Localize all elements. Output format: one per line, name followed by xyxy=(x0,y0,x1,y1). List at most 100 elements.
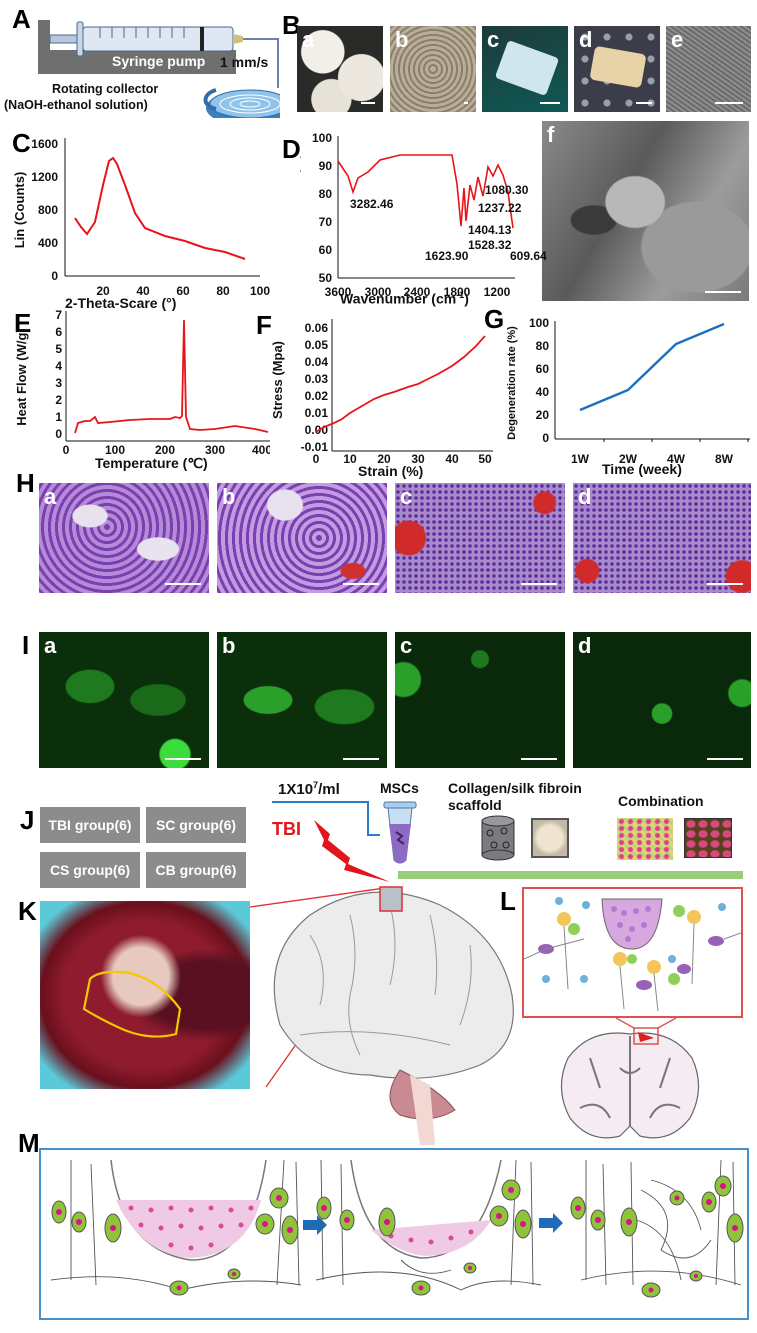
svg-text:800: 800 xyxy=(38,203,58,217)
scaffold-photo xyxy=(531,818,569,858)
svg-text:2W: 2W xyxy=(619,452,638,466)
chart-dsc: 7 6 5 4 3 2 1 0 Heat Flow (W/g) xyxy=(14,308,269,441)
svg-text:1080.30: 1080.30 xyxy=(485,183,529,197)
photo-scaffold-b: b xyxy=(390,26,476,112)
svg-text:60: 60 xyxy=(536,362,550,376)
panel-label-a: A xyxy=(12,4,31,34)
svg-text:30: 30 xyxy=(411,452,425,465)
svg-text:1623.90: 1623.90 xyxy=(425,249,469,263)
dsc-xlabel: Temperature (℃) xyxy=(95,455,208,471)
svg-text:100: 100 xyxy=(250,284,270,298)
regeneration-schematic xyxy=(39,1148,749,1320)
collector-label-2: (NaOH-ethanol solution) xyxy=(4,98,148,112)
svg-text:1237.22: 1237.22 xyxy=(478,201,522,215)
group-box-cb: CB group(6) xyxy=(146,852,246,888)
svg-text:300: 300 xyxy=(205,443,225,457)
brain-coronal-illustration xyxy=(560,1018,700,1139)
he-stain-d: d xyxy=(573,483,751,593)
svg-text:Lin (Counts): Lin (Counts) xyxy=(12,172,27,249)
chart-ftir: 100 90 80 70 60 50 3600 3000 2400 1800 1… xyxy=(300,131,547,299)
degradation-xlabel: Time (week) xyxy=(602,461,682,477)
sublabel-h-d: d xyxy=(578,484,592,509)
svg-text:Transmittance (%): Transmittance (%) xyxy=(300,154,301,266)
svg-text:1404.13: 1404.13 xyxy=(468,223,512,237)
sublabel-i-d: d xyxy=(578,633,592,658)
svg-text:6: 6 xyxy=(55,325,62,339)
group-box-tbi: TBI group(6) xyxy=(40,807,140,843)
scaffold-cylinder-icon xyxy=(481,815,515,861)
fluorescence-a: a xyxy=(39,632,209,768)
sublabel-h-b: b xyxy=(222,484,236,509)
svg-text:0.03: 0.03 xyxy=(305,372,329,386)
he-stain-c: c xyxy=(395,483,565,593)
svg-text:80: 80 xyxy=(216,284,230,298)
svg-text:1600: 1600 xyxy=(31,137,58,151)
svg-text:0.06: 0.06 xyxy=(305,321,329,335)
concentration-label: 1X107/ml xyxy=(278,780,340,798)
svg-text:Stress (Mpa): Stress (Mpa) xyxy=(270,341,285,419)
fluorescence-d: d xyxy=(573,632,751,768)
panel-label-j: J xyxy=(20,805,35,835)
svg-text:100: 100 xyxy=(312,131,332,145)
svg-text:40: 40 xyxy=(536,385,550,399)
photo-sem-e: e xyxy=(666,26,751,112)
svg-text:50: 50 xyxy=(319,271,333,285)
svg-text:40: 40 xyxy=(445,452,459,465)
chart-xrd: 1600 1200 800 400 0 20 40 60 80 100 Lin … xyxy=(12,137,270,298)
sublabel-f: f xyxy=(547,122,555,147)
svg-text:5: 5 xyxy=(55,342,62,356)
pump-label: Syringe pump xyxy=(112,53,206,69)
svg-text:0: 0 xyxy=(313,452,320,465)
panel-label-c: C xyxy=(12,128,31,158)
panel-label-m: M xyxy=(18,1128,40,1158)
svg-text:1W: 1W xyxy=(571,452,590,466)
sublabel-a: a xyxy=(302,27,315,52)
svg-text:50: 50 xyxy=(478,452,492,465)
svg-text:100: 100 xyxy=(105,443,125,457)
chart-stress: Stress (Mpa) 0.06 0.05 0.04 0.03 0.02 0.… xyxy=(270,319,493,465)
svg-text:70: 70 xyxy=(319,215,333,229)
combination-label: Combination xyxy=(618,793,704,809)
mscs-label: MSCs xyxy=(380,780,419,796)
svg-text:0: 0 xyxy=(51,269,58,283)
svg-text:3282.46: 3282.46 xyxy=(350,197,394,211)
panel-label-f: F xyxy=(256,310,272,340)
he-stain-a: a xyxy=(39,483,209,593)
green-timeline-bar xyxy=(398,871,743,879)
svg-text:Heat Flow (W/g): Heat Flow (W/g) xyxy=(14,328,29,426)
photo-scaffold-a: a xyxy=(297,26,383,112)
injection-line xyxy=(272,801,380,836)
svg-text:400: 400 xyxy=(38,236,58,250)
svg-text:0.05: 0.05 xyxy=(305,338,329,352)
svg-text:609.64: 609.64 xyxy=(510,249,547,263)
sublabel-i-c: c xyxy=(400,633,413,658)
panel-label-l: L xyxy=(500,886,516,916)
sublabel-h-c: c xyxy=(400,484,413,509)
svg-text:3600: 3600 xyxy=(325,285,352,299)
svg-text:10: 10 xyxy=(343,452,357,465)
fluorescence-b: b xyxy=(217,632,387,768)
sublabel-b: b xyxy=(395,27,409,52)
svg-text:-0.01: -0.01 xyxy=(301,440,329,454)
svg-text:0: 0 xyxy=(542,431,549,445)
sublabel-d: d xyxy=(579,27,593,52)
speed-label: 1 mm/s xyxy=(220,54,269,70)
svg-text:8W: 8W xyxy=(715,452,734,466)
collector-label-1: Rotating collector xyxy=(52,82,159,96)
svg-text:2400: 2400 xyxy=(404,285,431,299)
svg-text:4W: 4W xyxy=(667,452,686,466)
svg-text:60: 60 xyxy=(176,284,190,298)
svg-text:1200: 1200 xyxy=(31,170,58,184)
panel-label-g: G xyxy=(484,304,505,334)
brain-lateral-illustration xyxy=(250,886,514,1145)
svg-text:1200: 1200 xyxy=(484,285,511,299)
stress-xlabel: Strain (%) xyxy=(358,463,424,479)
svg-text:1: 1 xyxy=(55,410,62,424)
xrd-xlabel: 2-Theta-Scare (°) xyxy=(65,295,177,311)
syringe-pump-diagram xyxy=(38,20,280,118)
svg-text:4: 4 xyxy=(55,359,62,373)
ftir-xlabel: Wavenumber (cm-1) xyxy=(340,290,469,307)
tbi-label: TBI xyxy=(272,819,301,839)
panel-label-e: E xyxy=(14,308,32,338)
svg-text:20: 20 xyxy=(96,284,110,298)
